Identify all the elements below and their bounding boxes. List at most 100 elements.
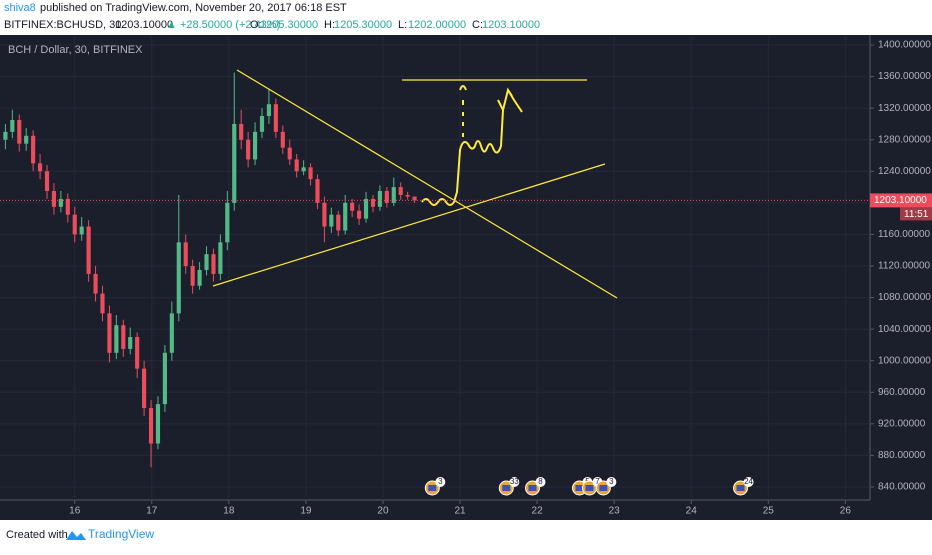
created-with: Created with [6,529,68,541]
y-tick-label: 1240.00000 [878,166,931,177]
candle-body [211,254,216,274]
x-tick-label: 16 [69,506,81,517]
candle-body [273,104,278,132]
candle-body [10,119,15,132]
last-price-box [870,193,932,208]
last-price-label: 1203.10000 [874,195,927,206]
candle-body [225,202,230,243]
price: 1203.10000 [115,19,173,31]
ohlc-value: 1205.30000 [334,19,392,31]
author[interactable]: shiva8 [4,2,36,14]
candle-body [135,337,140,369]
event-count: 24 [744,477,753,486]
candle-body [72,214,77,235]
candle-body [398,187,403,195]
candle-body [31,135,36,164]
x-tick-label: 19 [300,506,312,517]
y-tick-label: 1360.00000 [878,71,931,82]
projection [421,87,523,206]
candle-body [79,226,84,235]
symbol: BITFINEX:BCHUSD, 30 [4,19,121,31]
event-count-bg [535,477,546,487]
trendline [236,69,618,299]
candle-body [363,198,369,219]
candle-body [183,242,188,267]
candle-body [114,325,119,353]
candle-body [155,404,161,444]
event-flag [599,485,608,491]
candle-body [65,198,70,215]
x-tick-label: 18 [223,506,235,517]
event-flag [428,485,437,491]
candle-body [3,131,8,140]
candle-body [121,325,126,349]
event-count-bg [606,477,617,487]
candle-body [412,196,417,201]
logo [66,531,86,540]
candle-body [100,293,105,314]
candle-body [37,163,43,172]
event-count: 33 [510,477,519,486]
event-count-bg [509,477,520,487]
y-tick-label: 1280.00000 [878,134,931,145]
event-flag [528,485,537,491]
candle-body [128,337,133,349]
candle-body [336,214,341,231]
y-tick-label: 1160.00000 [878,229,931,240]
candle-body [197,269,202,286]
candle-body [51,191,57,207]
candle-body [246,139,251,160]
x-tick-label: 17 [146,506,158,517]
y-tick-label: 1000.00000 [878,355,931,366]
published: published on TradingView.com, November 2… [40,2,347,14]
candle-body [169,313,174,353]
candle-body [176,242,181,314]
candle-body [86,226,91,274]
x-tick-label: 21 [454,506,466,517]
y-tick-label: 880.00000 [878,450,926,461]
candles [3,72,417,468]
ohlc-label: C: [472,19,483,31]
dotted-arrow [459,85,467,137]
chart-bg [0,35,932,520]
change: ▲ +28.50000 (+2.43%) [166,19,280,31]
ohlc-label: L: [398,19,407,31]
x-tick-label: 25 [763,506,775,517]
ohlc-value: 1203.10000 [482,19,540,31]
y-tick-label: 1040.00000 [878,324,931,335]
y-tick-label: 1320.00000 [878,103,931,114]
candle-body [190,266,195,286]
candle-body [107,313,112,353]
brand[interactable]: TradingView [88,527,154,541]
candle-body [315,179,320,203]
countdown-box [900,207,932,221]
event-flag [585,485,594,491]
candle-body [24,135,29,144]
ohlc-label: H: [324,19,335,31]
candle-body [218,242,223,274]
x-tick-label: 23 [609,506,621,517]
x-tick-label: 20 [377,506,389,517]
candle-body [370,198,376,207]
candle-body [239,123,244,140]
event-flag [502,485,511,491]
y-tick-label: 1080.00000 [878,292,931,303]
candle-body [329,214,334,227]
x-tick-label: 22 [532,506,544,517]
event-flag [575,485,584,491]
candle-body [280,131,285,148]
y-tick-label: 920.00000 [878,418,926,429]
candle-body [377,191,382,207]
candle-body [405,194,410,197]
candle-body [294,159,299,172]
x-tick-label: 24 [686,506,698,517]
candle-body [44,171,50,192]
candle-body [259,116,265,132]
candle-body [384,191,389,203]
candle-body [343,202,348,231]
event-count-bg [435,477,446,487]
y-tick-label: 960.00000 [878,387,926,398]
candle-body [232,123,237,203]
countdown: 11:51 [904,209,929,220]
candle-body [350,202,355,211]
